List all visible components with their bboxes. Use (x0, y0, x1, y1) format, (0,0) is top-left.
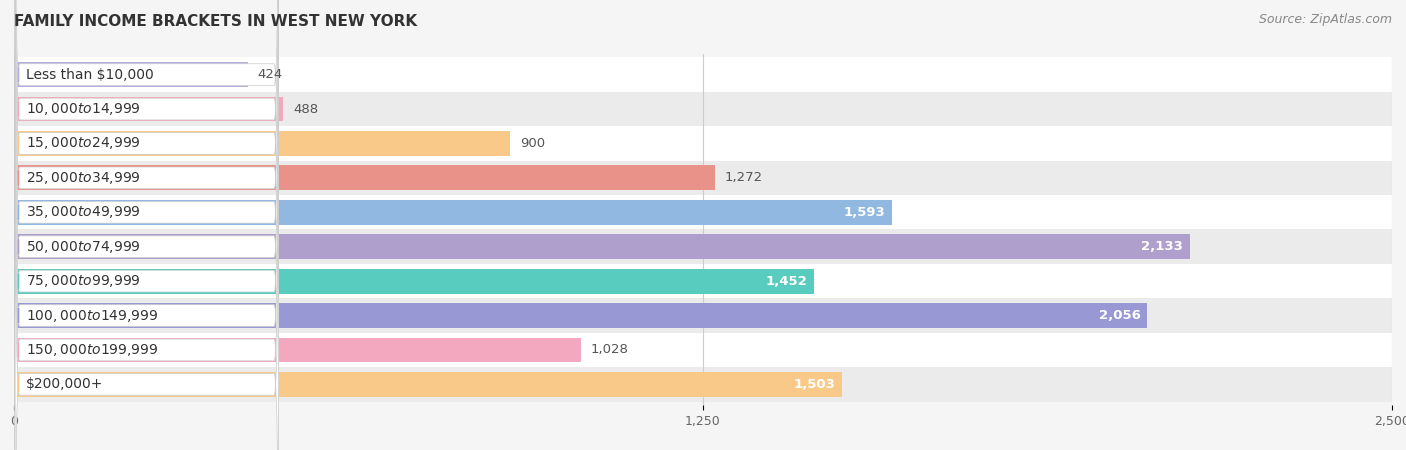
FancyBboxPatch shape (15, 120, 278, 450)
Text: $50,000 to $74,999: $50,000 to $74,999 (27, 238, 141, 255)
Text: $100,000 to $149,999: $100,000 to $149,999 (27, 307, 159, 324)
Text: $150,000 to $199,999: $150,000 to $199,999 (27, 342, 159, 358)
Text: $10,000 to $14,999: $10,000 to $14,999 (27, 101, 141, 117)
Text: Source: ZipAtlas.com: Source: ZipAtlas.com (1258, 14, 1392, 27)
Text: 424: 424 (257, 68, 283, 81)
Bar (14, 234, 1189, 259)
Bar (14, 161, 1392, 195)
Text: 1,028: 1,028 (591, 343, 628, 356)
Bar (14, 200, 891, 225)
Text: 2,133: 2,133 (1142, 240, 1182, 253)
Text: $25,000 to $34,999: $25,000 to $34,999 (27, 170, 141, 186)
FancyBboxPatch shape (15, 0, 278, 408)
FancyBboxPatch shape (15, 51, 278, 450)
Text: 1,503: 1,503 (794, 378, 835, 391)
Text: $75,000 to $99,999: $75,000 to $99,999 (27, 273, 141, 289)
FancyBboxPatch shape (15, 0, 278, 450)
Bar (14, 92, 1392, 126)
Bar (14, 126, 1392, 161)
FancyBboxPatch shape (15, 0, 278, 339)
Text: 1,593: 1,593 (844, 206, 886, 219)
Bar (14, 195, 1392, 230)
Bar (14, 367, 1392, 401)
Bar (14, 333, 1392, 367)
Text: $200,000+: $200,000+ (27, 378, 104, 392)
Bar (14, 303, 1147, 328)
Bar (14, 298, 1392, 333)
FancyBboxPatch shape (15, 0, 278, 374)
Text: 900: 900 (520, 137, 546, 150)
FancyBboxPatch shape (15, 86, 278, 450)
Bar (14, 269, 814, 293)
Bar (14, 62, 247, 87)
Bar (14, 58, 1392, 92)
Text: $35,000 to $49,999: $35,000 to $49,999 (27, 204, 141, 220)
Text: $15,000 to $24,999: $15,000 to $24,999 (27, 135, 141, 152)
Bar (14, 97, 283, 122)
FancyBboxPatch shape (15, 17, 278, 450)
Bar (14, 338, 581, 362)
Bar (14, 131, 510, 156)
FancyBboxPatch shape (15, 0, 278, 450)
Bar (14, 230, 1392, 264)
Text: 2,056: 2,056 (1098, 309, 1140, 322)
Bar (14, 264, 1392, 298)
Text: 488: 488 (292, 103, 318, 116)
Bar (14, 166, 716, 190)
Text: 1,452: 1,452 (766, 274, 807, 288)
FancyBboxPatch shape (15, 0, 278, 442)
Text: Less than $10,000: Less than $10,000 (27, 68, 153, 81)
Bar (14, 372, 842, 397)
Text: 1,272: 1,272 (725, 171, 763, 184)
Text: FAMILY INCOME BRACKETS IN WEST NEW YORK: FAMILY INCOME BRACKETS IN WEST NEW YORK (14, 14, 418, 28)
